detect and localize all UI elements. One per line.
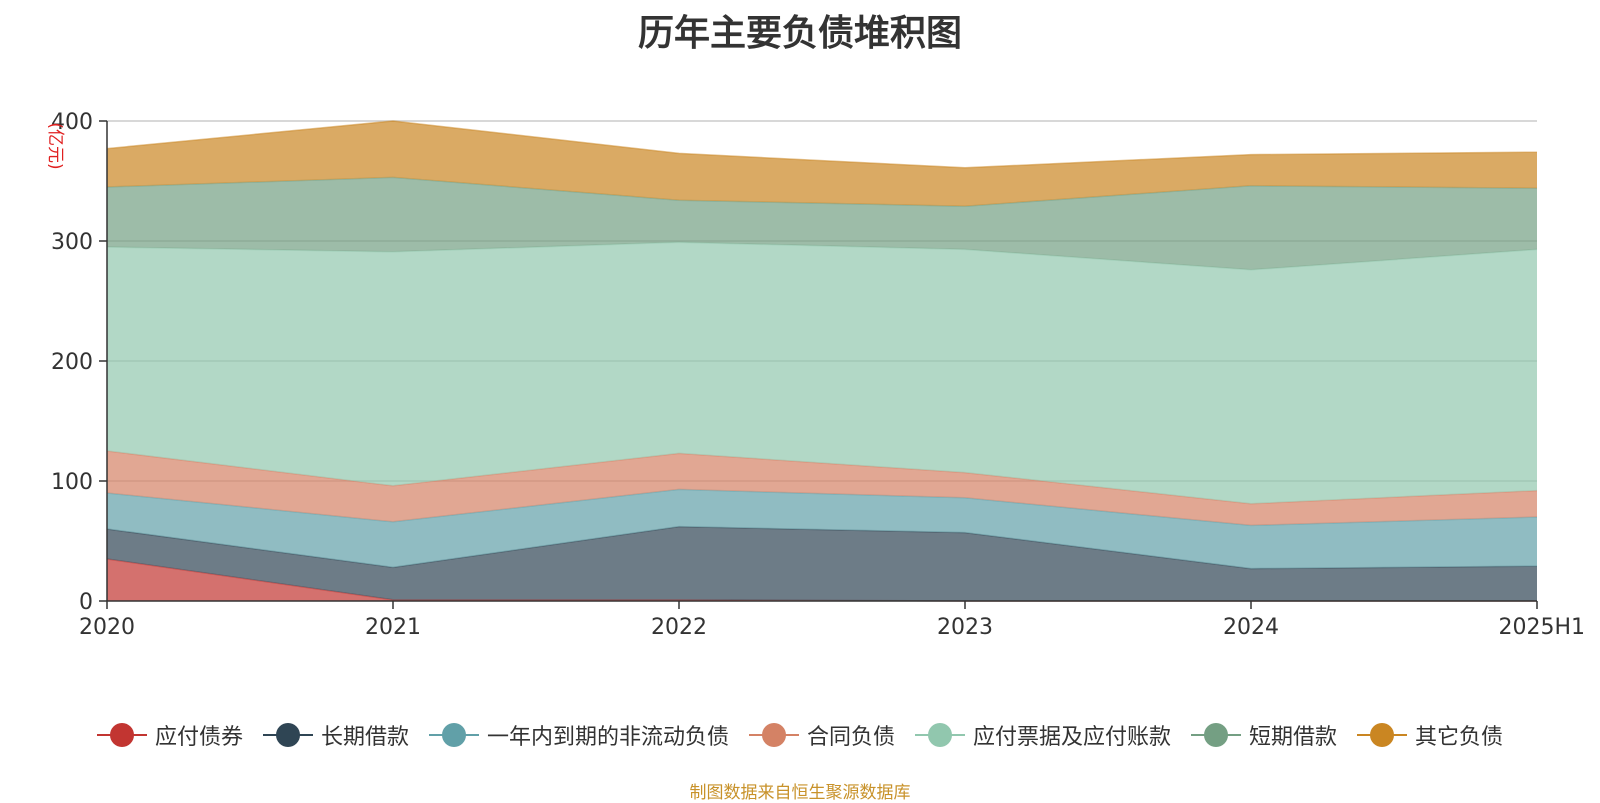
- legend-item[interactable]: 应付票据及应付账款: [915, 719, 1171, 751]
- x-tick-label: 2022: [651, 615, 707, 640]
- x-tick-label: 2025H1: [1498, 615, 1585, 640]
- area-series: [106, 120, 1538, 602]
- legend-item[interactable]: 一年内到期的非流动负债: [428, 719, 729, 751]
- y-tick-label: 300: [51, 230, 93, 255]
- legend-marker-icon: [96, 723, 147, 747]
- x-tick-label: 2023: [937, 615, 993, 640]
- legend-label: 应付债券: [154, 725, 243, 750]
- area-应付债券: [107, 559, 1537, 601]
- y-tick-label: 200: [51, 350, 93, 375]
- y-tick-label: 400: [51, 110, 93, 135]
- legend-marker-icon: [262, 723, 313, 747]
- legend-item[interactable]: 合同负债: [748, 719, 895, 751]
- area-合同负债: [107, 451, 1537, 526]
- area-应付票据及应付账款: [107, 242, 1537, 504]
- legend-label: 长期借款: [320, 725, 409, 750]
- y-axis-unit-label: (亿元): [45, 122, 65, 169]
- legend-label: 合同负债: [806, 725, 895, 750]
- legend-marker-icon: [1357, 723, 1408, 747]
- series-line-其它负债: [106, 120, 1538, 169]
- legend-label: 其它负债: [1415, 725, 1504, 750]
- legend-marker-icon: [915, 723, 965, 747]
- area-长期借款: [107, 526, 1537, 601]
- axes: 0 100 200 300 400 2020 2021 2022 2023 2024 2025H1: [51, 110, 1585, 640]
- x-tick-label: 2020: [79, 615, 135, 640]
- legend: 应付债券 长期借款 一年内到期的非流动负债 合同负债 应付票据及应付账款 短期借款 其它负债: [0, 718, 1600, 752]
- legend-item[interactable]: 其它负债: [1357, 719, 1503, 751]
- y-tick-label: 0: [79, 590, 93, 615]
- area-一年内到期的非流动负债: [107, 489, 1537, 569]
- source-note: 制图数据来自恒生聚源数据库: [689, 783, 911, 803]
- y-tick-label: 100: [51, 470, 93, 495]
- legend-label: 短期借款: [1249, 725, 1338, 750]
- legend-label: 应付票据及应付账款: [973, 725, 1172, 750]
- x-tick-label: 2021: [365, 615, 421, 640]
- legend-marker-icon: [748, 723, 799, 747]
- chart-title: 历年主要负债堆积图: [637, 13, 962, 54]
- legend-item[interactable]: 长期借款: [262, 719, 409, 751]
- legend-marker-icon: [1191, 723, 1242, 747]
- area-短期借款: [107, 177, 1537, 270]
- legend-marker-icon: [428, 723, 479, 747]
- legend-item[interactable]: 短期借款: [1191, 719, 1337, 751]
- legend-label: 一年内到期的非流动负债: [486, 725, 729, 750]
- area-其它负债: [107, 121, 1537, 207]
- x-tick-label: 2024: [1223, 615, 1279, 640]
- legend-item[interactable]: 应付债券: [96, 719, 243, 751]
